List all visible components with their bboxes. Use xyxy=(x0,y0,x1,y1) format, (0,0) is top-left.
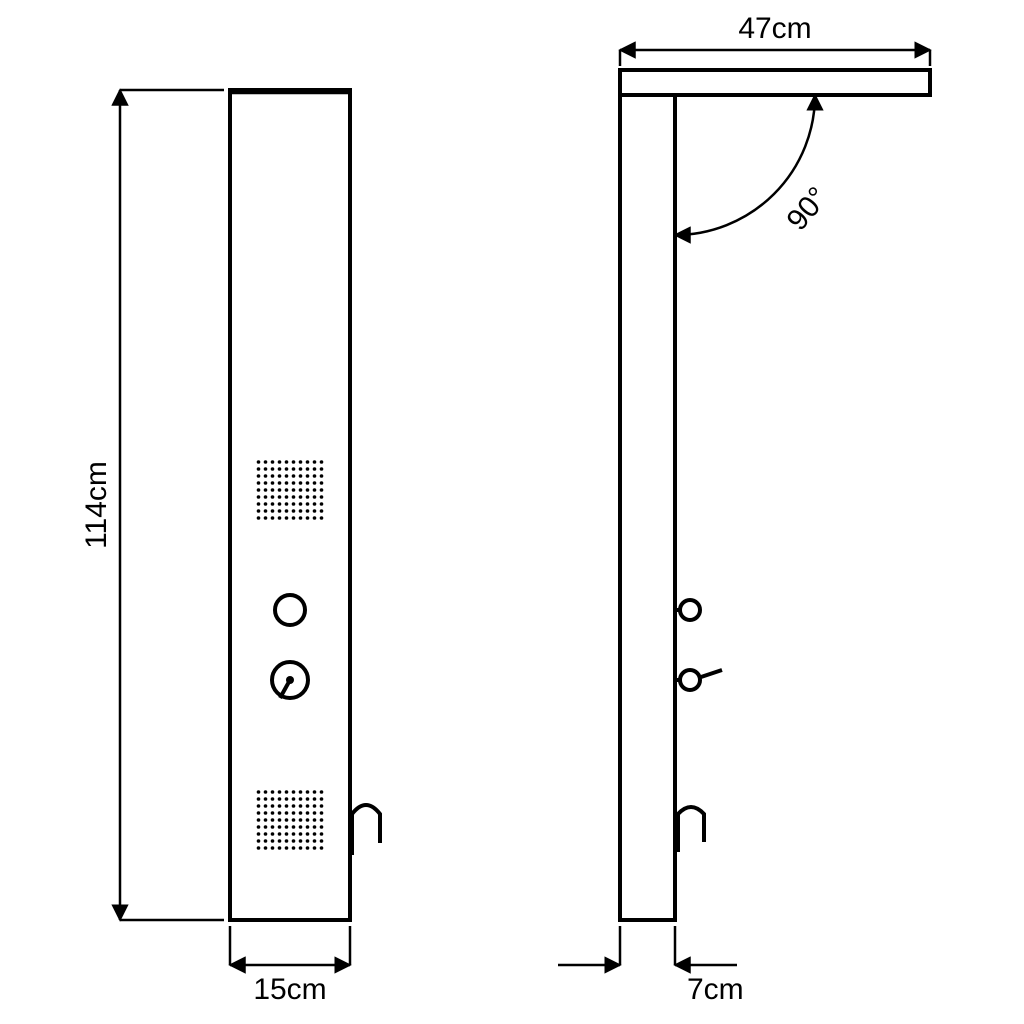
hand-shower-icon xyxy=(352,805,380,855)
angle-label: 90° xyxy=(780,181,834,237)
dim-front-width-label: 15cm xyxy=(253,973,326,1006)
side-column-outline xyxy=(620,95,675,920)
dim-height-label: 114cm xyxy=(80,461,113,549)
side-knob-1 xyxy=(680,670,700,690)
side-hand-shower-icon xyxy=(678,807,704,852)
dim-side-depth-label: 7cm xyxy=(687,973,744,1006)
knob-0 xyxy=(275,595,305,625)
dim-head-width-label: 47cm xyxy=(738,12,811,45)
side-head-outline xyxy=(620,70,930,95)
side-knob-0 xyxy=(680,600,700,620)
jet-grid-0 xyxy=(257,460,324,520)
front-panel-outline xyxy=(230,90,350,920)
jet-grid-1 xyxy=(257,790,324,850)
technical-drawing: 114cm 15cm 7cm 47cm 90° xyxy=(0,0,1024,1024)
